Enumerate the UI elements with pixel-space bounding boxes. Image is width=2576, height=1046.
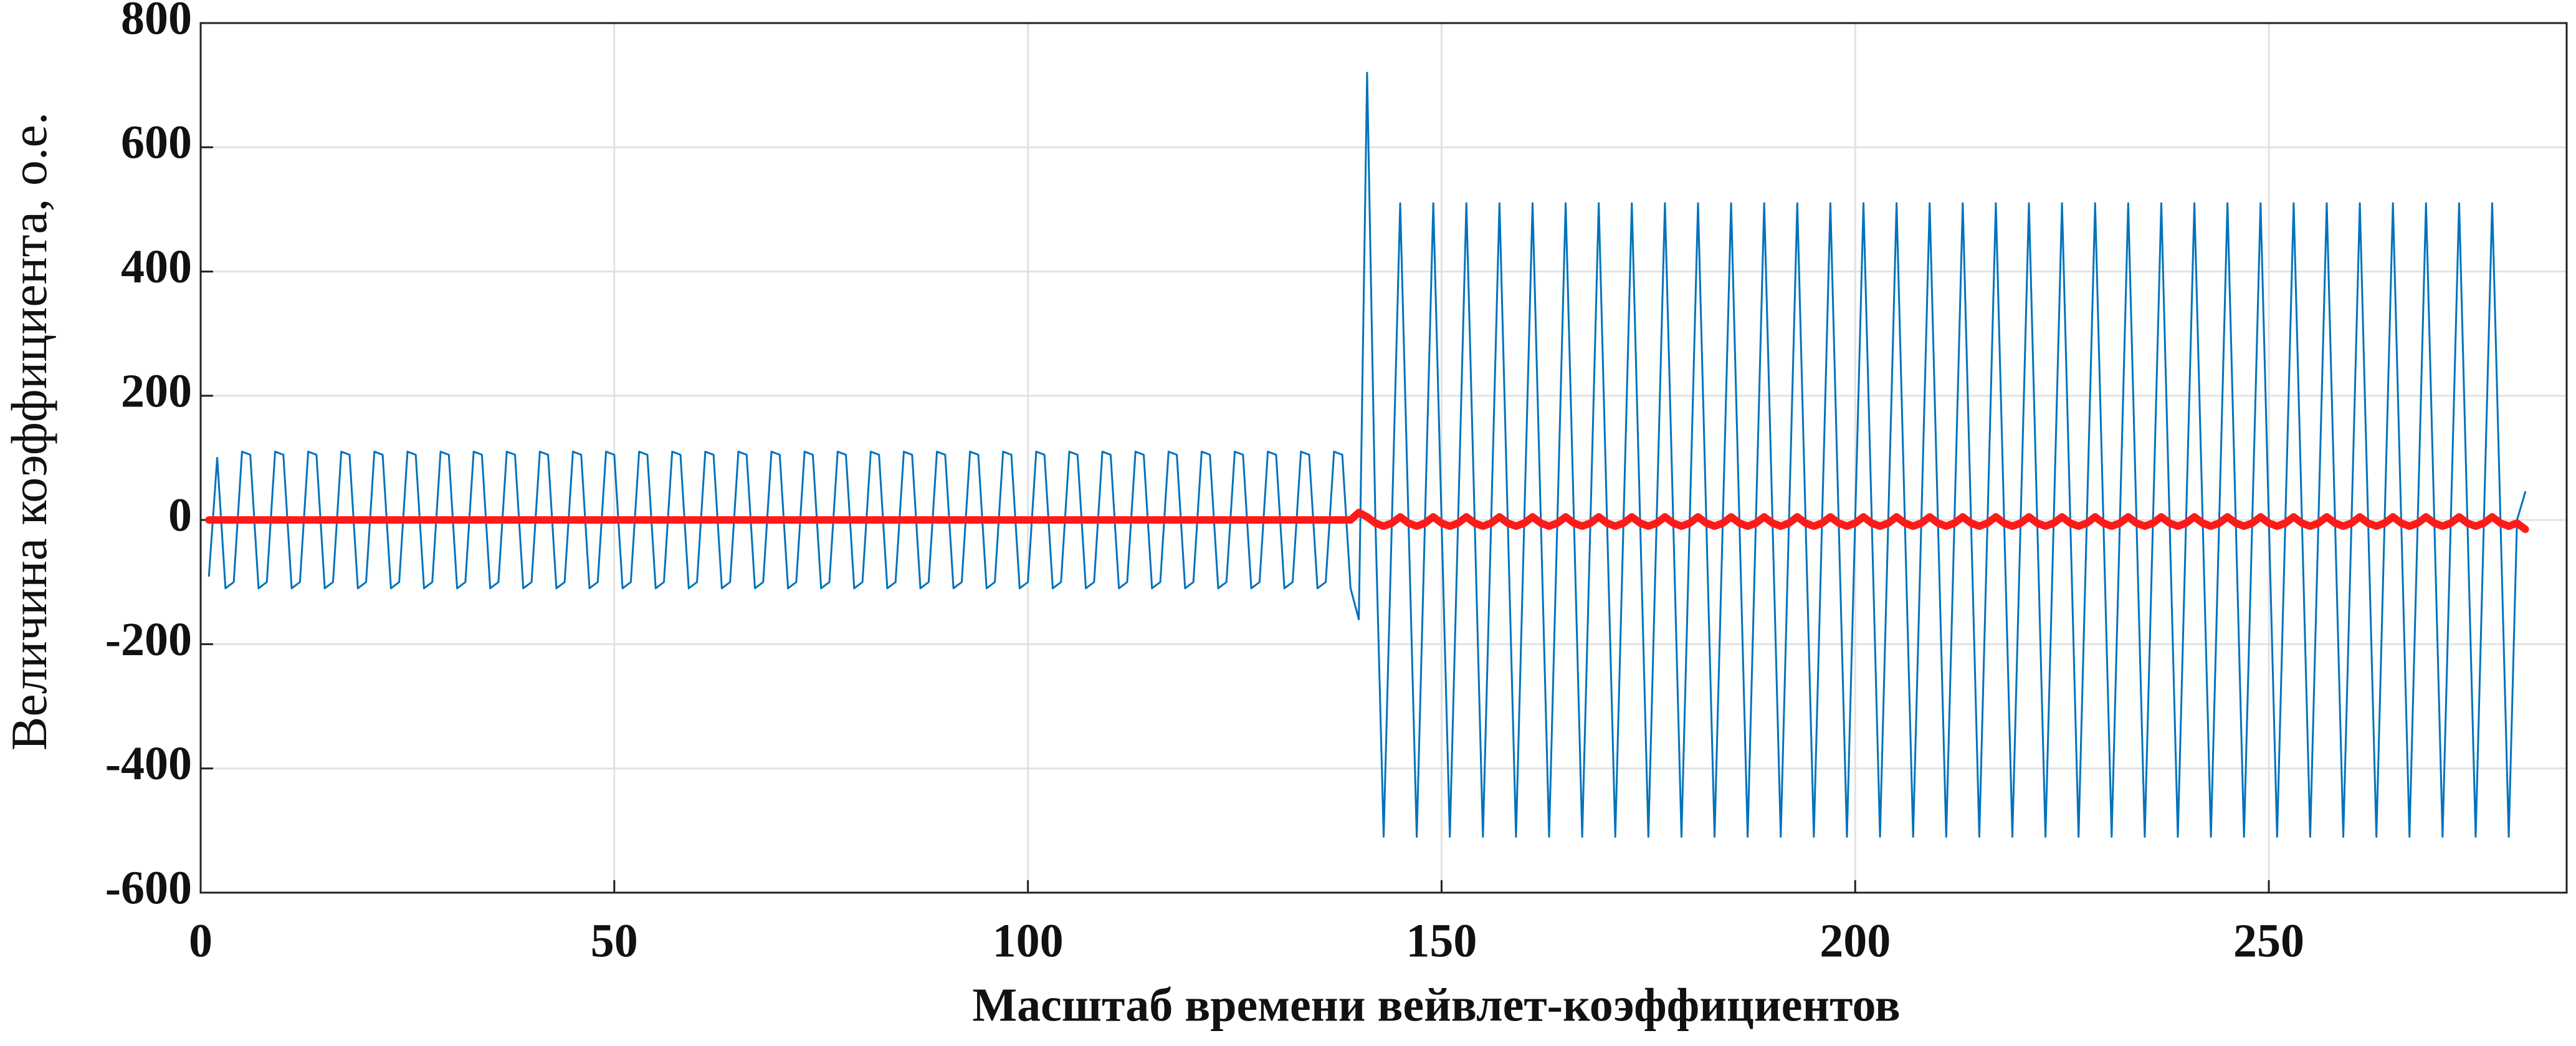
- x-axis-label: Масштаб времени вейвлет-коэффициентов: [972, 979, 1900, 1031]
- y-axis-label: Величина коэффициента, о.е.: [1, 112, 57, 751]
- y-tick-label: 800: [121, 0, 192, 44]
- y-tick-label: -600: [105, 861, 192, 914]
- y-tick-label: 0: [168, 489, 192, 542]
- axes-frame: [199, 22, 2568, 894]
- y-tick-label: -400: [105, 737, 192, 790]
- series-line: [205, 509, 2529, 534]
- plot-lines: [205, 72, 2529, 838]
- x-tick-label: 100: [993, 914, 1064, 967]
- tick-labels: -600 -400 -200 0 200 400 600 800 0 50 100 150 200 250: [105, 0, 2304, 967]
- series-line: [208, 72, 2527, 838]
- y-tick-label: 600: [121, 117, 192, 169]
- x-tick-label: 50: [591, 914, 638, 967]
- x-tick-label: 200: [1820, 914, 1891, 967]
- x-tick-label: 150: [1406, 914, 1477, 967]
- x-tick-label: 250: [2233, 914, 2304, 967]
- y-tick-label: 400: [121, 241, 192, 293]
- x-tick-label: 0: [189, 914, 212, 967]
- y-tick-label: 200: [121, 365, 192, 417]
- y-tick-label: -200: [105, 613, 192, 666]
